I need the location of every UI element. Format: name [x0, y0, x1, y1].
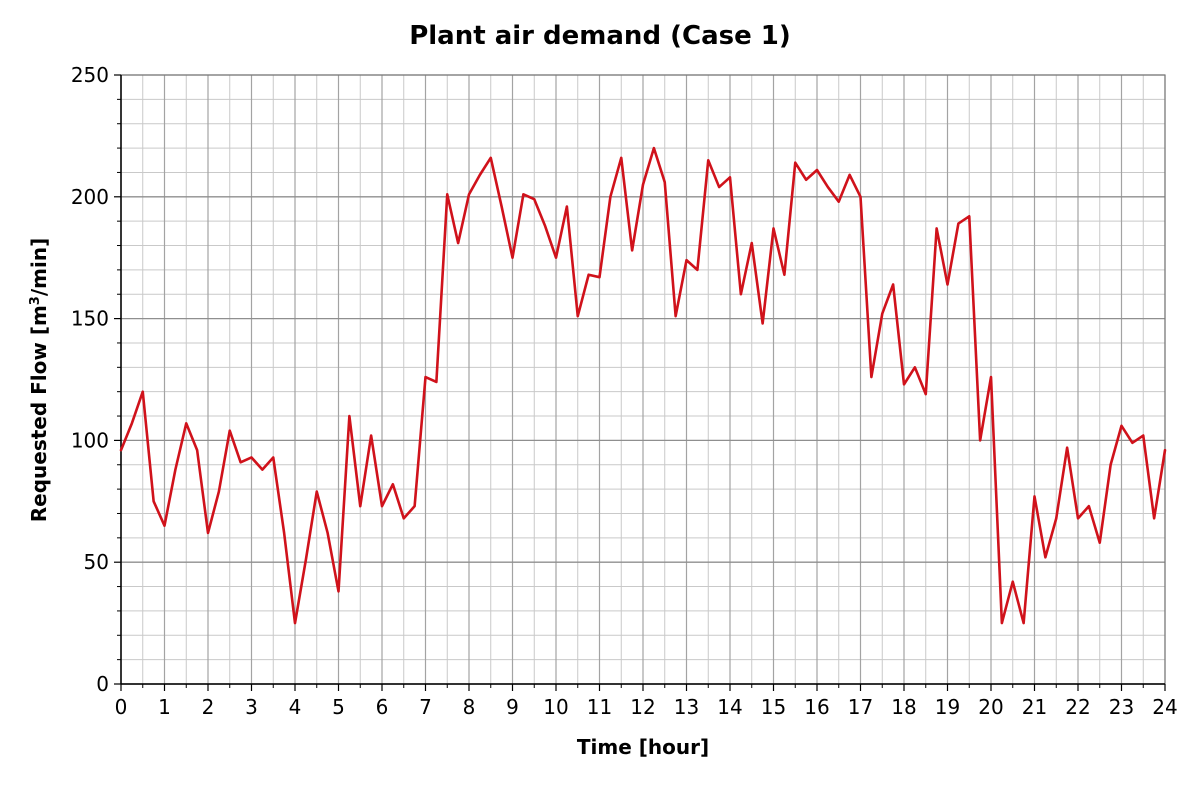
- series-line-requested-flow: [119, 146, 1167, 625]
- x-tick-label: 17: [848, 695, 873, 719]
- y-axis-title-superscript: 3: [28, 296, 43, 305]
- x-tick-label: 7: [419, 695, 432, 719]
- x-tick-label: 5: [332, 695, 345, 719]
- x-tick-label: 9: [506, 695, 519, 719]
- chart-title: Plant air demand (Case 1): [409, 21, 791, 51]
- x-tick-label: 18: [891, 695, 916, 719]
- major-gridlines: [120, 74, 1166, 685]
- y-tick-label: 150: [71, 307, 109, 331]
- y-tick-label: 250: [71, 63, 109, 87]
- x-tick-label: 21: [1022, 695, 1047, 719]
- x-tick-label: 2: [202, 695, 215, 719]
- series-layer: [119, 146, 1167, 625]
- x-tick-label: 20: [978, 695, 1003, 719]
- x-axis-title: Time [hour]: [577, 735, 709, 759]
- y-axis-ticks: 0 50 100 150 200 250: [71, 63, 121, 696]
- x-tick-label: 23: [1109, 695, 1134, 719]
- y-tick-label: 0: [96, 672, 109, 696]
- x-tick-label: 11: [587, 695, 612, 719]
- x-tick-label: 24: [1152, 695, 1177, 719]
- x-tick-label: 3: [245, 695, 258, 719]
- x-tick-label: 14: [717, 695, 742, 719]
- x-tick-label: 4: [289, 695, 302, 719]
- x-tick-label: 16: [804, 695, 829, 719]
- x-tick-label: 15: [761, 695, 786, 719]
- x-tick-label: 1: [158, 695, 171, 719]
- y-tick-label: 100: [71, 428, 109, 452]
- y-tick-label: 200: [71, 185, 109, 209]
- x-tick-label: 0: [115, 695, 128, 719]
- x-tick-label: 8: [463, 695, 476, 719]
- y-axis-title-suffix: /min]: [27, 238, 51, 296]
- x-axis-ticks: 0 1 2 3 4 5 6 7 8 9 10 11 12 13 14 15 16 17 18 19 20 21 22 23 24: [115, 684, 1178, 719]
- y-tick-label: 50: [84, 550, 109, 574]
- y-axis-title: Requested Flow [m3/min]: [27, 238, 51, 523]
- x-tick-label: 10: [543, 695, 568, 719]
- x-tick-label: 22: [1065, 695, 1090, 719]
- x-tick-label: 13: [674, 695, 699, 719]
- y-axis-title-prefix: Requested Flow [m: [27, 305, 51, 522]
- x-tick-label: 19: [935, 695, 960, 719]
- x-tick-label: 12: [630, 695, 655, 719]
- x-tick-label: 6: [376, 695, 389, 719]
